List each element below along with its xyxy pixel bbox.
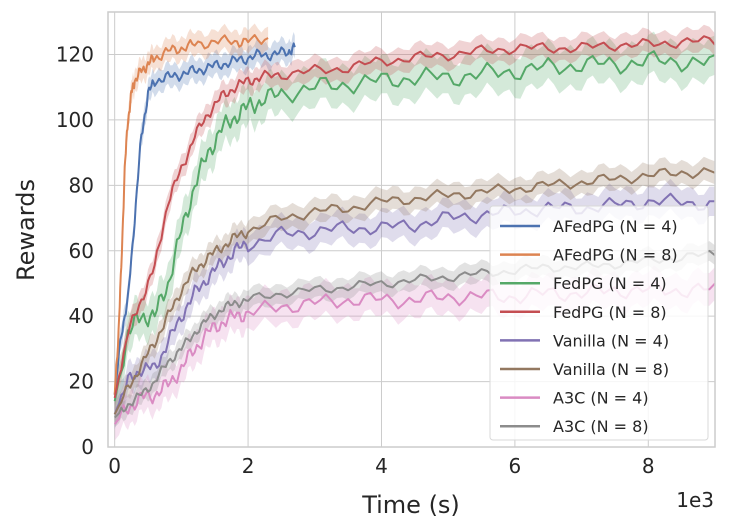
legend: AFedPG (N = 4) AFedPG (N = 8) FedPG (N = 4…: [489, 205, 709, 441]
legend-label-fedpg-n-8: FedPG (N = 8): [553, 303, 667, 322]
legend-label-vanilla-n-4: Vanilla (N = 4): [553, 331, 669, 350]
line-vanilla-n-8: [113, 167, 716, 415]
line-afedpg-n-8: [113, 34, 269, 395]
y-tick-label: 100: [56, 108, 94, 132]
y-tick-label: 60: [69, 239, 94, 263]
y-tick-label: 40: [69, 304, 94, 328]
legend-label-a3c-n-4: A3C (N = 4): [553, 389, 649, 408]
legend-box: [489, 205, 709, 441]
y-tick-label: 0: [81, 435, 94, 459]
line-fedpg-n-8: [113, 35, 716, 399]
line-afedpg-n-4: [113, 42, 296, 395]
x-tick-label: 4: [375, 454, 388, 478]
plot-frame: [107, 11, 716, 448]
line-fedpg-n-4: [113, 50, 716, 402]
y-tick-label: 120: [56, 43, 94, 67]
legend-label-fedpg-n-4: FedPG (N = 4): [553, 274, 667, 293]
band-fedpg-n-4: [114, 31, 715, 421]
band-a3c-n-8: [114, 241, 715, 428]
x-offset-label: 1e3: [676, 488, 714, 512]
x-tick-label: 6: [509, 454, 522, 478]
y-tick-label: 20: [69, 370, 94, 394]
x-tick-label: 0: [108, 454, 121, 478]
x-tick-label: 8: [642, 454, 655, 478]
x-axis-label: Time (s): [361, 491, 460, 519]
legend-label-afedpg-n-8: AFedPG (N = 8): [553, 246, 678, 265]
legend-label-a3c-n-8: A3C (N = 8): [553, 417, 649, 436]
legend-label-afedpg-n-4: AFedPG (N = 4): [553, 217, 678, 236]
y-axis-label: Rewards: [12, 179, 40, 281]
y-tick-label: 80: [69, 173, 94, 197]
legend-label-vanilla-n-8: Vanilla (N = 8): [553, 360, 669, 379]
x-tick-label: 2: [242, 454, 255, 478]
